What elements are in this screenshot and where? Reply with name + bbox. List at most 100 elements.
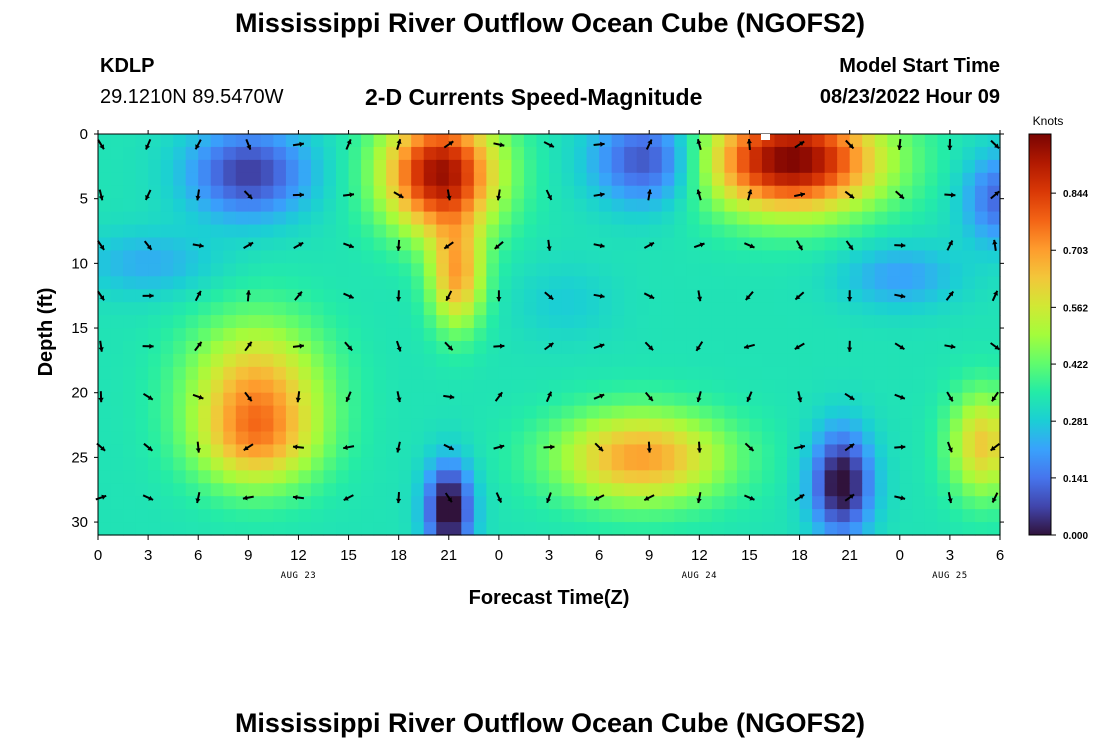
heat-cell [561,405,575,420]
x-tick-label: 15 [741,547,758,564]
heat-cell [874,457,888,471]
heat-cell [473,418,487,433]
heat-cell [949,276,964,290]
current-arrow [343,242,355,249]
heat-cell [824,172,838,187]
heat-cell [310,496,325,510]
heat-cell [373,172,387,187]
heat-cell [223,289,237,303]
heat-cell [974,172,989,187]
heat-cell [862,353,876,368]
heat-cell [523,366,538,381]
heat-cell [310,237,325,252]
heat-cell [987,276,1001,290]
current-arrow [97,290,105,301]
heat-cell [536,237,550,252]
heat-cell [498,250,513,264]
heat-cell [361,405,375,420]
heat-cell [235,134,249,148]
current-arrow [194,139,202,150]
heat-cell [774,379,788,394]
heat-cell [824,457,838,471]
heat-cell [987,159,1001,174]
heat-cell [787,405,801,420]
heat-cell [473,379,487,394]
heat-cell [987,353,1001,368]
heat-cell [711,237,725,252]
heat-cell [298,250,312,264]
heat-cell [160,276,174,290]
heat-cell [874,315,888,329]
heat-cell [761,366,776,381]
current-arrow [745,291,754,301]
heat-cell [411,470,425,484]
current-arrow [643,494,655,501]
heat-cell [549,366,563,381]
x-tick-label: 6 [996,547,1004,564]
x-tick-label: 3 [946,547,954,564]
heat-cell [962,263,976,277]
heat-cell [461,483,475,497]
heat-cell [774,328,788,342]
heat-cell [198,340,212,355]
heat-cell [148,276,162,290]
current-arrow [345,139,352,150]
heat-cell [962,418,976,433]
heat-cell [849,405,863,420]
heat-cell [674,315,688,329]
heat-cell [448,250,462,264]
heat-cell [348,250,362,264]
heat-cell [949,457,964,471]
heat-cell [686,315,700,329]
heat-cell [173,509,187,523]
current-arrow [546,492,552,504]
heat-cell [924,340,938,355]
heat-cell [862,263,876,277]
current-arrow [544,342,554,351]
heat-cell [699,431,713,446]
heat-cell [411,340,425,355]
heat-cell [348,315,362,329]
heat-cell [749,250,763,264]
current-arrow [396,290,402,302]
current-arrow [396,239,402,251]
current-arrow [593,293,605,299]
heat-cell [398,159,412,174]
current-arrow [443,394,455,400]
heat-cell [260,431,274,446]
heat-cell [248,263,262,277]
heat-cell [285,276,300,290]
heat-cell [298,276,312,290]
heat-cell [962,353,976,368]
heat-cell [699,470,713,484]
heat-cell [912,457,926,471]
heat-cell [210,263,224,277]
heat-cell [812,315,826,329]
heat-cell [937,379,951,394]
heat-cell [486,263,500,277]
heat-cell [461,470,475,484]
heat-cell [624,250,638,264]
heat-cell [636,392,650,407]
heat-cell [148,470,162,484]
heat-cell [323,276,337,290]
heat-cell [849,353,863,368]
heat-cell [486,405,500,420]
x-tick-label: 15 [340,547,357,564]
heat-cell [862,444,876,458]
heat-cell [674,470,688,484]
heat-cell [160,379,174,394]
heat-cell [561,263,575,277]
heat-cell [962,431,976,446]
heat-cell [386,470,400,484]
current-arrow [894,495,906,501]
heat-cell [661,457,675,471]
heat-cell [887,483,901,497]
heat-cell [110,211,124,226]
heat-cell [649,198,663,213]
heat-cell [874,405,888,420]
y-tick-label: 0 [80,126,88,143]
heat-cell [736,340,751,355]
heat-cell [511,379,525,394]
heat-cell [373,302,387,316]
